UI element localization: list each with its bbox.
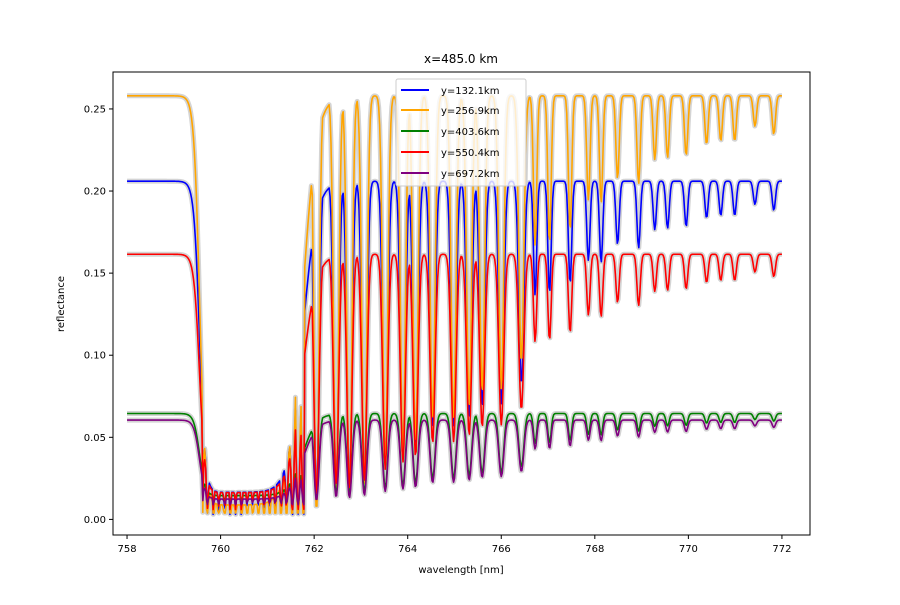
x-tick-label: 766	[492, 544, 511, 555]
x-tick-label: 760	[211, 544, 230, 555]
y-axis-ticks: 0.00 0.05 0.10 0.15 0.20 0.25	[84, 104, 113, 526]
y-tick-label: 0.20	[84, 187, 106, 198]
y-tick-label: 0.05	[84, 433, 106, 444]
y-tick-label: 0.25	[84, 104, 106, 115]
x-tick-label: 758	[117, 544, 136, 555]
chart-title: x=485.0 km	[424, 52, 498, 66]
x-axis-ticks: 758 760 762 764 766 768 770 772	[117, 535, 791, 555]
x-tick-label: 770	[679, 544, 698, 555]
series-line	[127, 95, 782, 514]
legend-label: y=697.2km	[441, 169, 499, 180]
legend-entry: y=550.4km	[401, 148, 499, 159]
legend-entry: y=256.9km	[401, 106, 499, 117]
x-tick-label: 768	[585, 544, 604, 555]
y-tick-label: 0.10	[84, 351, 106, 362]
legend-box	[395, 78, 527, 187]
y-axis-label: reflectance	[56, 276, 67, 332]
series-line	[127, 419, 782, 506]
x-axis-label: wavelength [nm]	[418, 565, 503, 576]
y-tick-label: 0.00	[84, 515, 106, 526]
legend-label: y=403.6km	[441, 127, 499, 138]
legend-label: y=550.4km	[441, 148, 499, 159]
x-tick-label: 772	[772, 544, 791, 555]
legend: y=132.1km y=256.9km y=403.6km y=550.4km …	[395, 78, 527, 187]
y-tick-label: 0.15	[84, 269, 106, 280]
legend-label: y=256.9km	[441, 106, 499, 117]
legend-entry: y=403.6km	[401, 127, 499, 138]
x-tick-label: 764	[398, 544, 417, 555]
series-lines	[127, 95, 782, 516]
legend-label: y=132.1km	[441, 86, 499, 97]
legend-entry: y=697.2km	[401, 169, 499, 180]
x-tick-label: 762	[305, 544, 324, 555]
legend-entry: y=132.1km	[401, 86, 499, 97]
plot-frame	[112, 71, 811, 536]
